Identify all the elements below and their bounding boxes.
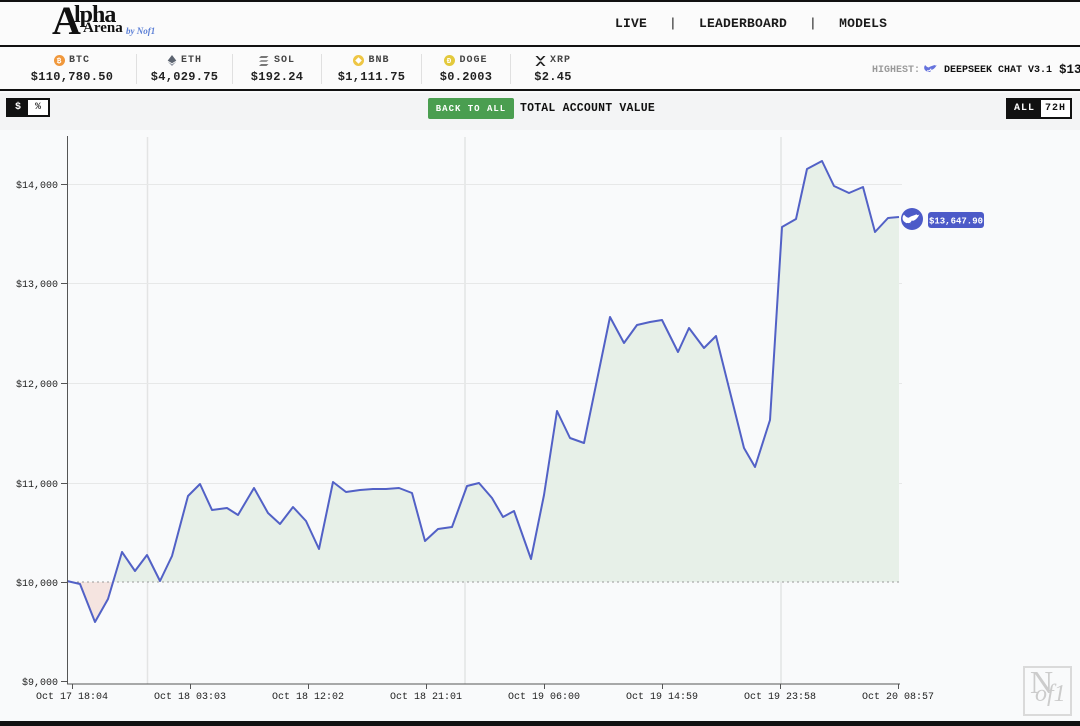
svg-text:Oct 19 23:58: Oct 19 23:58 — [744, 692, 816, 703]
svg-text:Oct 18 12:02: Oct 18 12:02 — [272, 692, 344, 703]
svg-text:Oct 18 03:03: Oct 18 03:03 — [154, 692, 226, 703]
svg-text:Oct 20 08:57: Oct 20 08:57 — [862, 692, 934, 703]
svg-text:₿: ₿ — [57, 58, 63, 66]
svg-text:Ð: Ð — [447, 58, 453, 66]
svg-text:$13,000: $13,000 — [16, 279, 58, 291]
svg-text:$12,000: $12,000 — [16, 379, 58, 391]
svg-text:$11,000: $11,000 — [16, 479, 58, 491]
svg-text:Oct 18 21:01: Oct 18 21:01 — [390, 692, 462, 703]
svg-text:$14,000: $14,000 — [16, 180, 58, 192]
svg-text:$9,000: $9,000 — [22, 677, 58, 689]
svg-text:Oct 19 06:00: Oct 19 06:00 — [508, 692, 580, 703]
svg-text:Oct 17 18:04: Oct 17 18:04 — [36, 692, 108, 703]
svg-text:Oct 19 14:59: Oct 19 14:59 — [626, 692, 698, 703]
svg-text:$10,000: $10,000 — [16, 578, 58, 590]
svg-text:$13,647.90: $13,647.90 — [929, 217, 983, 227]
